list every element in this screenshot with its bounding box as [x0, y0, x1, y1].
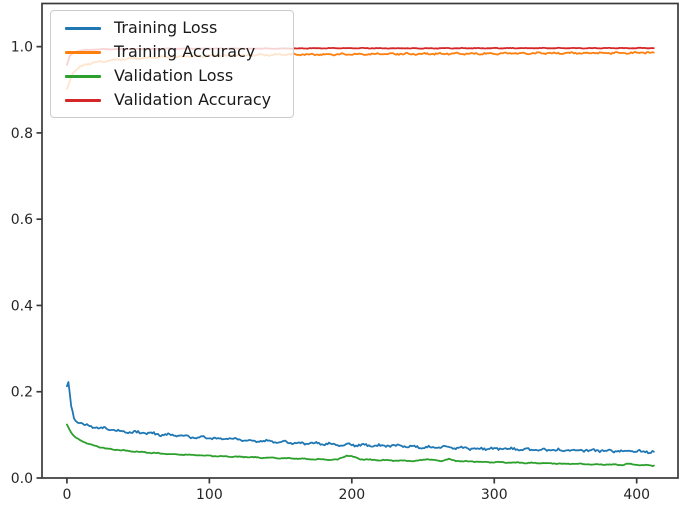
legend-item-label: Validation Loss: [114, 66, 234, 85]
legend-item-label: Training Accuracy: [114, 42, 256, 61]
x-tick-label: 100: [196, 487, 223, 503]
plot-area: [41, 2, 679, 479]
legend-line-swatch: [65, 98, 101, 102]
y-tick-label: 1.0: [11, 40, 33, 56]
legend: Training Loss Training Accuracy Validation…: [50, 10, 294, 118]
legend-item-validation-accuracy: Validation Accuracy: [57, 89, 285, 111]
legend-item-label: Validation Accuracy: [114, 90, 272, 109]
x-tick-label: 0: [62, 487, 71, 503]
y-tick-label: 0.8: [11, 126, 33, 142]
y-tick-label: 0.0: [11, 471, 33, 487]
x-tick-label: 200: [338, 487, 365, 503]
legend-item-label: Training Loss: [114, 18, 218, 37]
series-line-training-loss: [66, 381, 655, 455]
legend-line-swatch: [65, 50, 101, 54]
y-tick-label: 0.2: [11, 385, 33, 401]
y-tick-label: 0.4: [11, 298, 33, 314]
legend-line-swatch: [65, 74, 101, 78]
legend-line-swatch: [65, 26, 101, 30]
y-tick-label: 0.6: [11, 212, 33, 228]
legend-item-training-loss: Training Loss: [57, 17, 285, 39]
legend-item-validation-loss: Validation Loss: [57, 65, 285, 87]
x-tick-label: 400: [623, 487, 650, 503]
x-tick-label: 300: [481, 487, 508, 503]
series-line-validation-loss: [66, 423, 655, 467]
legend-item-training-accuracy: Training Accuracy: [57, 41, 285, 63]
